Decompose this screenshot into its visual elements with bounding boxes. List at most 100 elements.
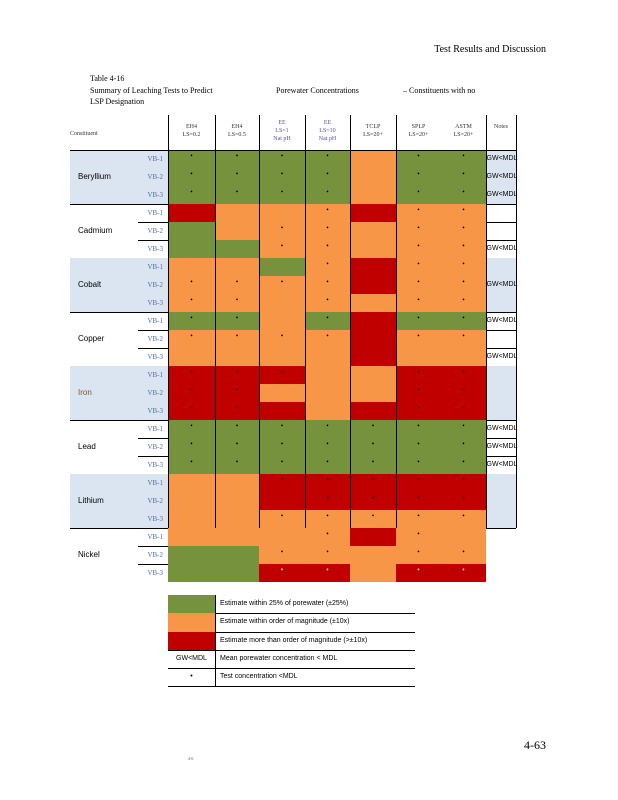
result-cell: [305, 204, 350, 222]
below-mdl-marker: •: [417, 404, 420, 412]
result-cell: [168, 294, 215, 312]
below-mdl-marker: •: [417, 386, 420, 394]
result-cell: [350, 546, 396, 564]
column-header: EH4 LS=0.2: [168, 123, 215, 139]
below-mdl-marker: •: [462, 260, 465, 268]
column-header-line: LS=10: [319, 128, 336, 134]
result-cell: [396, 168, 441, 186]
below-mdl-marker: •: [462, 224, 465, 232]
column-header-line: LS=20+: [408, 132, 429, 138]
below-mdl-marker: •: [190, 368, 193, 376]
below-mdl-marker: •: [326, 422, 329, 430]
below-mdl-marker: •: [326, 224, 329, 232]
below-mdl-marker: •: [326, 188, 329, 196]
below-mdl-marker: •: [371, 440, 375, 448]
note-text: GW<MDL: [486, 317, 518, 324]
constituent-name: Lithium: [78, 496, 104, 505]
below-mdl-marker: •: [190, 404, 193, 412]
below-mdl-marker: •: [190, 314, 193, 322]
result-cell: [350, 402, 396, 420]
page-number: 4-63: [524, 738, 546, 752]
result-cell: [396, 366, 441, 384]
column-header-line: LS=0.5: [228, 132, 246, 138]
column-header-line: EH4: [231, 124, 243, 130]
column-header-line: LS=0.2: [182, 132, 201, 138]
result-cell: [168, 222, 215, 240]
below-mdl-marker: •: [417, 458, 420, 466]
below-mdl-marker: •: [326, 314, 329, 322]
grid-line: [305, 115, 307, 528]
column-header: EE LS=1 Nat pH: [259, 119, 305, 143]
below-mdl-marker: •: [280, 476, 284, 484]
column-header: ASTM LS=20+: [441, 123, 486, 139]
sample-label: VB-2: [147, 389, 163, 397]
result-cell: [259, 168, 305, 186]
below-mdl-marker: •: [280, 458, 284, 466]
result-cell: [168, 438, 215, 456]
result-cell: [396, 492, 441, 510]
result-cell: [305, 330, 350, 348]
legend-row: Estimate within 25% of porewater (±25%): [168, 595, 415, 615]
below-mdl-marker: •: [462, 476, 465, 484]
notes-shade: [486, 366, 516, 420]
table-number: Table 4-16: [90, 74, 125, 83]
below-mdl-marker: •: [462, 422, 465, 430]
result-cell: [259, 402, 305, 420]
column-header-line: TCLP: [365, 124, 381, 130]
result-cell: [215, 456, 259, 474]
column-header-line: Nat pH: [318, 136, 337, 142]
sample-label: VB-2: [147, 173, 163, 181]
result-cell: [350, 312, 396, 330]
result-cell: [305, 564, 350, 582]
result-cell: [215, 438, 259, 456]
result-cell: [168, 150, 215, 168]
result-cell: [350, 510, 396, 528]
result-cell: [396, 330, 441, 348]
result-cell: [350, 330, 396, 348]
result-cell: [215, 240, 259, 258]
result-cell: [350, 528, 396, 546]
result-cell: [168, 168, 215, 186]
result-cell: [396, 528, 441, 546]
below-mdl-marker: •: [190, 278, 193, 286]
result-cell: [396, 222, 441, 240]
result-cell: [215, 330, 259, 348]
result-cell: [350, 456, 396, 474]
below-mdl-marker: •: [326, 566, 329, 574]
below-mdl-marker: •: [280, 152, 284, 160]
result-cell: [259, 294, 305, 312]
result-cell: [350, 384, 396, 402]
result-cell: [305, 258, 350, 276]
legend-swatch: [168, 631, 215, 650]
result-cell: [305, 492, 350, 510]
result-cell: [168, 546, 215, 564]
below-mdl-marker: •: [280, 422, 284, 430]
below-mdl-marker: •: [462, 206, 465, 214]
legend-swatch: [168, 595, 215, 614]
result-cell: [215, 420, 259, 438]
sample-label: VB-3: [147, 353, 163, 361]
below-mdl-marker: •: [190, 440, 193, 448]
sample-label: VB-2: [147, 335, 163, 343]
grid-line: [70, 150, 516, 152]
result-cell: [215, 276, 259, 294]
below-mdl-marker: •: [462, 512, 465, 520]
column-header: EH4 LS=0.5: [215, 123, 259, 139]
column-header-line: EH4: [186, 124, 197, 130]
result-cell: [305, 150, 350, 168]
below-mdl-marker: •: [462, 188, 465, 196]
note-text: GW<MDL: [486, 173, 518, 180]
result-cell: [215, 168, 259, 186]
legend-text: Mean porewater concentration < MDL: [220, 654, 338, 662]
below-mdl-marker: •: [235, 188, 239, 196]
below-mdl-marker: •: [462, 548, 465, 556]
below-mdl-marker: •: [326, 206, 329, 214]
below-mdl-marker: •: [326, 440, 329, 448]
note-text: GW<MDL: [486, 155, 518, 162]
result-cell: [215, 564, 259, 582]
below-mdl-marker: •: [190, 386, 193, 394]
below-mdl-marker: •: [235, 314, 239, 322]
sample-label: VB-2: [147, 551, 163, 559]
table-title-part2: Porewater Concentrations: [276, 86, 359, 95]
legend-row: Estimate within order of magnitude (±10x…: [168, 613, 415, 633]
